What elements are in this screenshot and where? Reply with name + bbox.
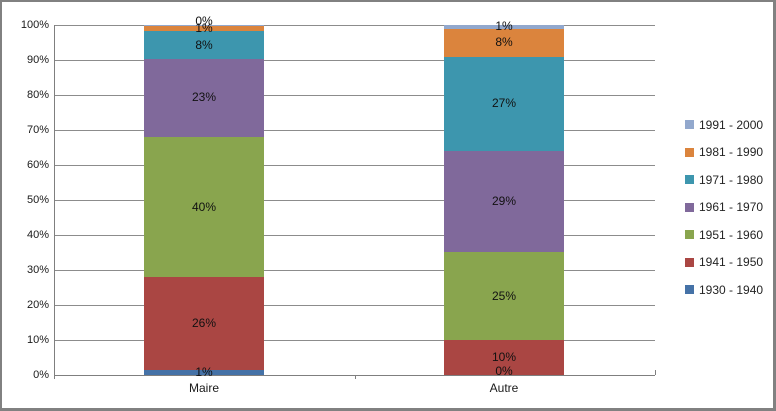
legend-swatch [685,285,694,295]
y-axis-tick-label: 20% [26,299,49,311]
y-axis-tick-label: 10% [26,334,49,346]
bar-segment [144,277,264,371]
legend-swatch [685,257,694,267]
legend-label: 1941 - 1950 [699,255,764,270]
x-axis-tick [655,370,656,375]
y-axis-tick-label: 60% [26,159,49,171]
legend-item: 1941 - 1950 [685,249,763,277]
legend: 1991 - 2000 1981 - 1990 1971 - 1980 1961 - … [685,111,763,304]
legend-label: 1991 - 2000 [699,117,764,132]
bar-segment [144,58,264,137]
bar-segment [444,25,564,29]
legend-item: 1961 - 1970 [685,194,763,222]
y-axis-tick-label: 70% [26,124,49,136]
bar-segment [144,26,264,32]
bar-segment [144,370,264,375]
gridline [54,95,655,96]
bar-segment [144,25,264,27]
legend-swatch [685,230,694,240]
x-axis-tick [355,375,356,379]
legend-swatch [685,175,694,185]
legend-label: 1971 - 1980 [699,172,764,187]
gridline [54,200,655,201]
gridline [54,165,655,166]
gridline [54,130,655,131]
legend-swatch [685,202,694,212]
bar-segment [144,31,264,59]
legend-item: 1991 - 2000 [685,111,763,139]
y-axis-tick-label: 80% [26,89,49,101]
legend-label: 1930 - 1940 [699,282,764,297]
gridline [54,340,655,341]
legend-swatch [685,147,694,157]
bar-segment [444,252,564,341]
legend-swatch [685,120,694,130]
gridline [54,235,655,236]
legend-item: 1951 - 1960 [685,221,763,249]
gridline [54,25,655,26]
category-label-maire: Maire [188,381,219,395]
y-axis-tick-label: 100% [20,19,49,31]
y-axis-tick-label: 40% [26,229,49,241]
y-axis-tick-label: 30% [26,264,49,276]
bar-segment [444,56,564,151]
legend-label: 1951 - 1960 [699,227,764,242]
category-label-autre: Autre [489,381,519,395]
y-axis-tick-label: 50% [26,194,49,206]
bar-segment [444,151,564,253]
gridline [54,60,655,61]
y-axis-tick-label: 90% [26,54,49,66]
x-axis-line [54,375,655,376]
y-axis-tick-label: 0% [33,369,49,381]
bar-segment [444,340,564,375]
legend-item: 1981 - 1990 [685,139,763,167]
y-axis-line [54,25,55,375]
legend-item: 1971 - 1980 [685,166,763,194]
bar-segment [444,28,564,57]
gridline [54,305,655,306]
gridline [54,270,655,271]
legend-label: 1961 - 1970 [699,200,764,215]
legend-item: 1930 - 1940 [685,276,763,304]
bar-segment [144,137,264,277]
legend-label: 1981 - 1990 [699,145,764,160]
x-axis-tick [54,375,55,379]
